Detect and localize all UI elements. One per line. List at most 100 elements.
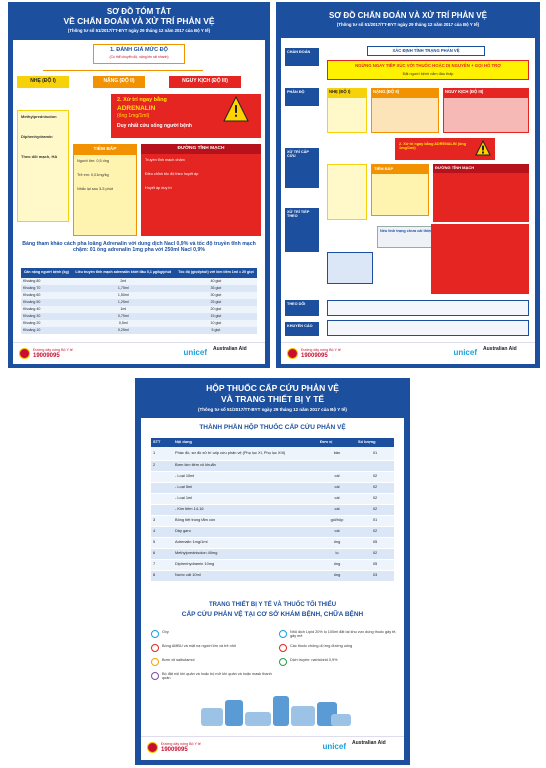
- table-cell: Khoảng 50: [23, 299, 41, 304]
- table-cell: 1,75ml: [117, 285, 129, 290]
- table-cell: 10 giọt: [210, 320, 222, 325]
- table-row: Khoảng 70 1,75ml 35 giọt: [21, 285, 257, 292]
- unicef-logo: unicef: [453, 348, 477, 357]
- table-cell: cái: [334, 495, 340, 501]
- illustration-shape: [273, 696, 289, 726]
- iv-box: ĐƯỜNG TĨNH MẠCH: [433, 164, 529, 222]
- table-cell: gói/hộp: [330, 517, 344, 523]
- equipment-icon: [151, 658, 159, 666]
- level-box: NGUY KỊCH (ĐỘ III): [443, 88, 529, 97]
- table-cell: Adrenalin 1mg/1ml: [175, 539, 208, 545]
- table-cell: 02: [372, 484, 378, 490]
- iv-item: Huyết áp duy trì: [145, 186, 172, 190]
- position-text: Đặt người bệnh nằm đầu thấp: [402, 72, 454, 76]
- im-item: Trẻ em: 0,01mg/kg: [77, 173, 109, 177]
- table-cell: - Loại 10ml: [175, 473, 195, 479]
- hotline-label: Đường dây nóng Bộ Y tế: [301, 348, 341, 352]
- equipment-item: Dịch truyền: natriclorid 0,9%: [290, 658, 338, 662]
- table-cell: 40 giọt: [210, 278, 222, 283]
- level-box: NẶNG (ĐỘ II): [371, 88, 439, 97]
- mild-item: Diphenhydramin: [21, 134, 53, 139]
- mild-item: Theo dõi mạch, HA: [21, 154, 58, 159]
- mild-item: Methylprednisolon: [21, 114, 57, 119]
- aid-logo: Australian Aid: [213, 346, 247, 352]
- title: HỘP THUỐC CẤP CỨU PHẢN VỆ: [206, 383, 339, 393]
- level-detail: [327, 97, 367, 133]
- table-cell: 35 giọt: [210, 285, 222, 290]
- table-cell: cái: [334, 528, 340, 534]
- table-cell: - Kim tiêm 14-16: [175, 506, 204, 512]
- table-row: 4 Dây garo cái 02: [151, 526, 394, 537]
- stage-label: XỬ TRÍ CẤP CỨU: [285, 148, 319, 188]
- table-header: STT Nội dung Đơn vị Số lượng: [151, 438, 394, 447]
- hotline: 19009095: [301, 353, 328, 359]
- subtitle: (Thông tư số 51/2017/TT-BYT ngày 29 thán…: [67, 28, 211, 33]
- header-cell: Tốc độ (giọt/phút) với kim tiêm 1ml = 20…: [178, 270, 254, 275]
- table-cell: [151, 471, 173, 482]
- table-cell: 0,5ml: [118, 320, 128, 325]
- table-cell: Dây garo: [175, 528, 191, 534]
- section-title: THÀNH PHẦN HỘP THUỐC CẤP CỨU PHẢN VỆ: [199, 424, 346, 431]
- table-cell: 6: [153, 550, 156, 556]
- table-cell: Methylprednisolon 40mg: [175, 550, 218, 556]
- iv-item: Điều chỉnh tốc độ theo huyết áp: [145, 172, 199, 176]
- mild-treatment: [327, 164, 367, 220]
- table-cell: 1,25ml: [117, 299, 129, 304]
- equipment-item: Bơm xịt salbutamol: [162, 658, 195, 662]
- table-row: Khoảng 10 0,25ml 5 giọt: [21, 327, 257, 334]
- equipment-icon: [279, 630, 287, 638]
- level-detail: [443, 97, 529, 133]
- connector: [43, 70, 203, 71]
- table-row: 5 Adrenalin 1mg/1ml ống 05: [151, 537, 394, 548]
- table-row: 8 Nước cất 10ml ống 03: [151, 570, 394, 581]
- im-box: TIÊM BẮP Người lớn: 0,5 ống Trẻ em: 0,01mg…: [73, 144, 137, 236]
- warning-icon: [475, 140, 491, 156]
- header-cell: Nội dung: [175, 439, 192, 445]
- table-cell: 03: [372, 572, 378, 578]
- table-cell: 7: [153, 561, 156, 567]
- footer: Đường dây nóng Bộ Y tế 19009095 unicef Aust…: [141, 736, 404, 758]
- table-cell: [356, 460, 394, 471]
- table-row: Khoảng 40 1ml 20 giọt: [21, 306, 257, 313]
- footer: Đường dây nóng Bộ Y tế 19009095 unicef Aust…: [13, 342, 265, 364]
- advice-box: [327, 320, 529, 336]
- table-wrap: Cân nặng người bệnh (kg) Liều truyền tĩnh…: [21, 268, 257, 338]
- iv-title: ĐƯỜNG TĨNH MẠCH: [141, 144, 261, 154]
- table-row: 3 Bông tiệt trùng tẩm cồn gói/hộp 01: [151, 515, 394, 526]
- header-cell: Số lượng: [358, 439, 376, 445]
- aid-logo: Australian Aid: [352, 740, 386, 746]
- table-cell: 02: [372, 550, 378, 556]
- equipment-icon: [151, 644, 159, 652]
- hotline: 19009095: [161, 747, 188, 753]
- table-cell: 1,50ml: [117, 292, 129, 297]
- table-cell: Khoảng 30: [23, 313, 41, 318]
- level-box: NHẸ (ĐỘ I): [17, 76, 69, 88]
- iv-box: ĐƯỜNG TĨNH MẠCH Truyền tĩnh mạch chậm Điều…: [141, 144, 261, 236]
- level-box: NHẸ (ĐỘ I): [327, 88, 367, 97]
- table-row: - Loại 5ml cái 02: [151, 482, 394, 493]
- table-cell: Khoảng 80: [23, 278, 41, 283]
- table-cell: Bơm kim tiêm vô khuẩn: [175, 462, 216, 468]
- table-cell: cái: [334, 506, 340, 512]
- illustration: [201, 688, 351, 730]
- illustration-shape: [331, 714, 351, 726]
- dilution-table: Cân nặng người bệnh (kg) Liều truyền tĩnh…: [21, 268, 257, 334]
- title: VỀ CHẨN ĐOÁN VÀ XỬ TRÍ PHẢN VỆ: [63, 16, 215, 26]
- stage-label: CHẨN ĐOÁN: [285, 48, 319, 66]
- mild-box: Methylprednisolon Diphenhydramin Theo dõi …: [17, 110, 69, 222]
- equipment-item: Các thuốc chống dị ứng đường uống: [290, 644, 353, 648]
- level-detail: [371, 97, 439, 133]
- equipment-icon: [279, 658, 287, 666]
- table-cell: - Loại 1ml: [175, 495, 193, 501]
- stage-label: PHÂN ĐỘ: [285, 88, 319, 106]
- poster-emergency-kit: HỘP THUỐC CẤP CỨU PHẢN VỆ VÀ TRANG THIẾT …: [135, 378, 410, 765]
- table-cell: cái: [334, 484, 340, 490]
- table-title: Bảng tham khảo cách pha loãng Adrenalin …: [22, 241, 256, 253]
- table-cell: 05: [372, 561, 378, 567]
- table-cell: [151, 482, 173, 493]
- adrenalin-note: Duy nhất cứu sống người bệnh: [117, 123, 192, 129]
- title: SƠ ĐỒ TÓM TẮT: [106, 7, 172, 16]
- poster-diagnosis-summary: SƠ ĐỒ TÓM TẮT VỀ CHẨN ĐOÁN VÀ XỬ TRÍ PHẢN…: [8, 2, 270, 368]
- table-cell: 25 giọt: [210, 299, 222, 304]
- level-box: NẶNG (ĐỘ II): [93, 76, 145, 88]
